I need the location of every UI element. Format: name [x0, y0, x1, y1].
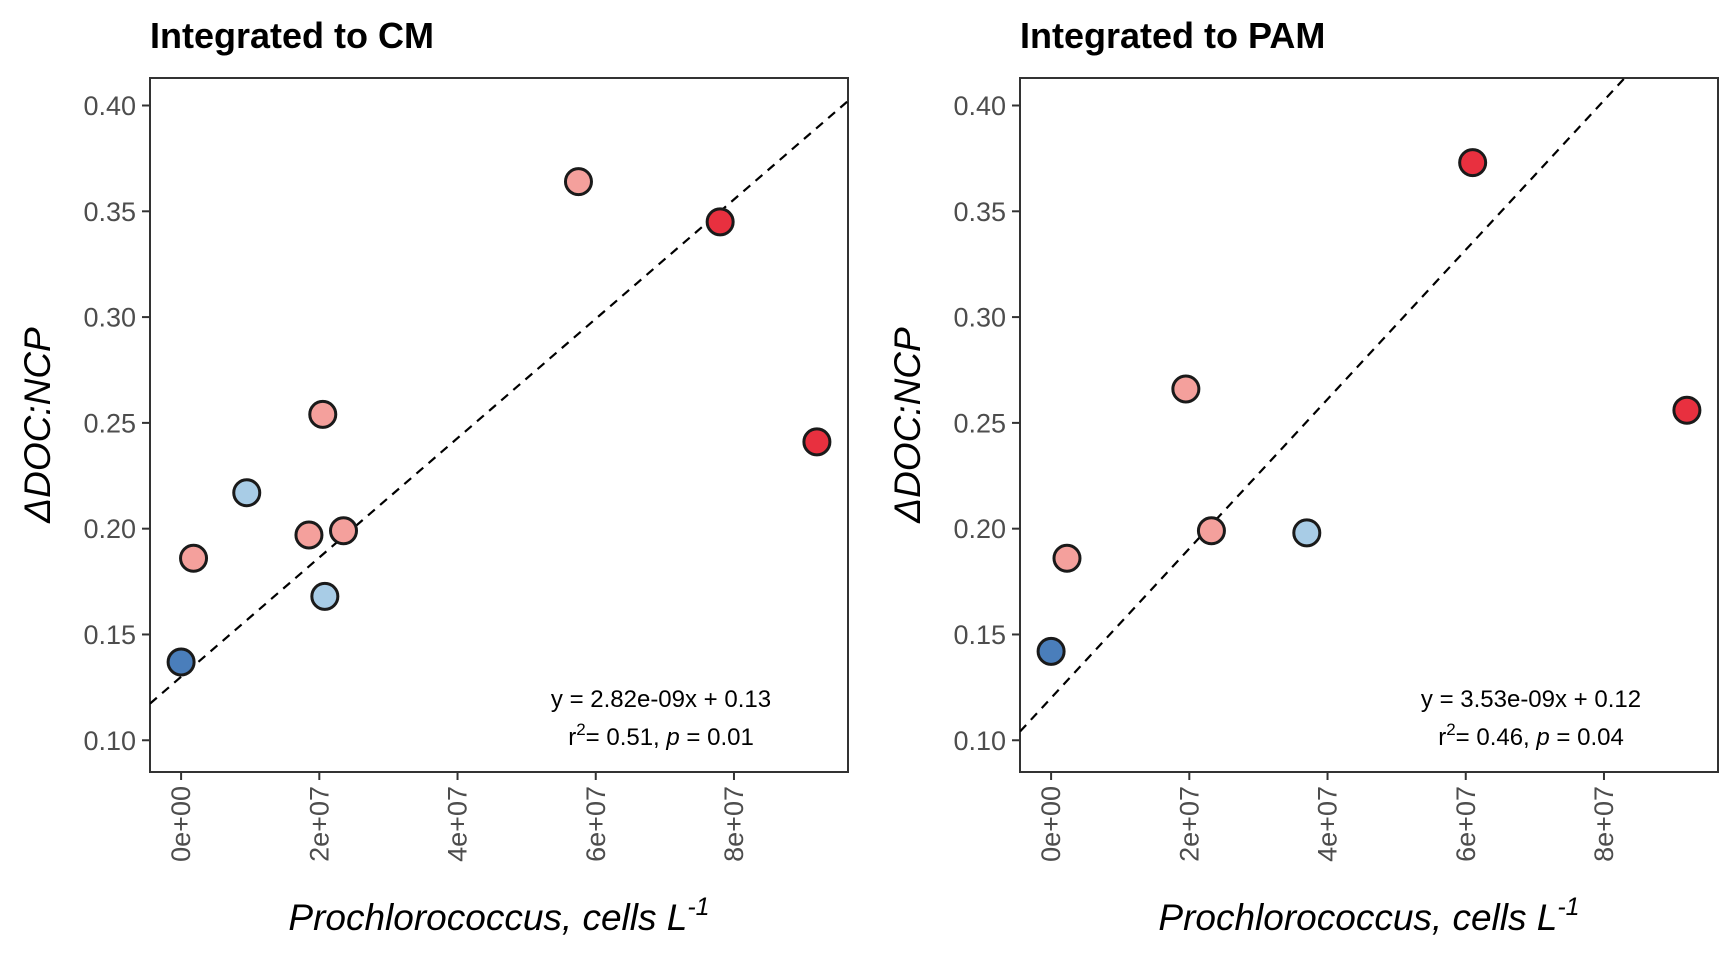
y-tick-label: 0.20	[83, 514, 136, 544]
data-point	[1458, 148, 1488, 178]
data-point	[1292, 518, 1322, 548]
chart-panel-2: Integrated to PAM 0.10 0.15 0.20 0.25 0.30 0.3…	[887, 15, 1719, 938]
data-point	[1052, 543, 1082, 573]
y-tick-label: 0.40	[83, 91, 136, 121]
x-axis-title: Prochlorococcus, cells L-1	[288, 893, 709, 938]
plot-area	[149, 77, 849, 773]
chart-panel-1: Integrated to CM 0.10 0.15 0.20 0.25 0.30 0.35…	[17, 15, 849, 938]
y-tick-label: 0.25	[83, 408, 136, 438]
x-tick-label: 4e+07	[1313, 786, 1343, 862]
regression-equation: y = 3.53e-09x + 0.12	[1421, 686, 1641, 713]
data-point	[166, 647, 196, 677]
data-point	[179, 543, 209, 573]
x-tick-label: 4e+07	[443, 786, 473, 862]
y-tick-label: 0.15	[953, 620, 1006, 650]
data-point	[1196, 516, 1226, 546]
regression-stats: r2= 0.46, p = 0.04	[1438, 720, 1624, 751]
x-tick-label: 2e+07	[304, 786, 334, 862]
y-tick-label: 0.30	[83, 303, 136, 333]
y-tick-label: 0.15	[83, 620, 136, 650]
data-point	[1171, 374, 1201, 404]
x-tick-label: 2e+07	[1174, 786, 1204, 862]
data-point	[802, 427, 832, 457]
y-tick-label: 0.40	[953, 91, 1006, 121]
data-point	[232, 478, 262, 508]
regression-line	[1020, 78, 1627, 733]
regression-equation: y = 2.82e-09x + 0.13	[551, 686, 771, 713]
data-point	[1036, 636, 1066, 666]
y-axis-title: ΔDOC:NCP	[887, 327, 928, 524]
data-point	[294, 520, 324, 550]
chart-title: Integrated to CM	[150, 15, 434, 56]
x-tick-label: 8e+07	[719, 786, 749, 862]
regression-stats: r2= 0.51, p = 0.01	[568, 720, 754, 751]
data-point	[705, 207, 735, 237]
x-tick-label: 6e+07	[1451, 786, 1481, 862]
data-point	[308, 399, 338, 429]
y-tick-label: 0.20	[953, 514, 1006, 544]
plot-area	[1019, 77, 1719, 773]
x-tick-label: 6e+07	[581, 786, 611, 862]
regression-line	[150, 100, 848, 705]
y-tick-label: 0.35	[953, 197, 1006, 227]
y-tick-label: 0.25	[953, 408, 1006, 438]
data-point	[329, 516, 359, 546]
y-tick-label: 0.10	[83, 726, 136, 756]
y-axis-title: ΔDOC:NCP	[17, 327, 58, 524]
y-tick-label: 0.30	[953, 303, 1006, 333]
data-point	[310, 581, 340, 611]
x-tick-label: 0e+00	[166, 786, 196, 862]
x-tick-label: 8e+07	[1589, 786, 1619, 862]
data-point	[563, 167, 593, 197]
data-point	[1672, 395, 1702, 425]
chart-title: Integrated to PAM	[1020, 15, 1325, 56]
x-axis-title: Prochlorococcus, cells L-1	[1158, 893, 1579, 938]
y-tick-label: 0.35	[83, 197, 136, 227]
x-tick-label: 0e+00	[1036, 786, 1066, 862]
y-tick-label: 0.10	[953, 726, 1006, 756]
